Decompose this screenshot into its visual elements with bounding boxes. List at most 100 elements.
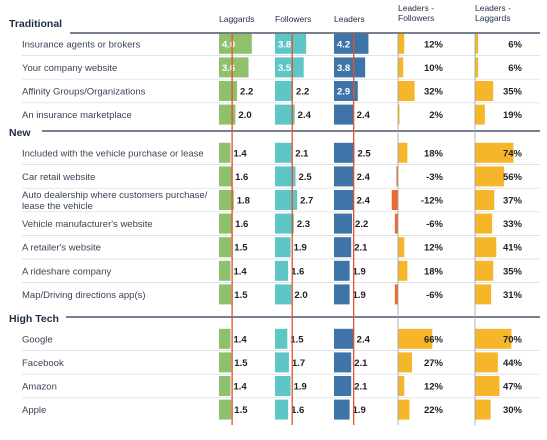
data-label-leaders-laggards: 33% [503, 219, 523, 230]
data-label-leaders: 2.4 [357, 334, 371, 345]
data-label-followers: 1.6 [291, 266, 304, 277]
bar-followers [275, 104, 295, 125]
bar-laggards [219, 104, 236, 125]
data-label-followers: 1.5 [290, 334, 304, 345]
bar-followers [275, 213, 294, 234]
data-label-leaders: 2.1 [354, 243, 368, 254]
bar-leaders [334, 352, 352, 373]
bar-leaders-laggards [475, 260, 494, 281]
data-label-leaders-laggards: 19% [503, 110, 523, 121]
data-label-leaders-followers: 18% [424, 148, 444, 159]
bar-laggards [219, 352, 232, 373]
bar-leaders-laggards [475, 142, 514, 163]
data-label-leaders: 4.2 [337, 39, 350, 50]
bar-leaders [334, 237, 352, 258]
data-label-leaders-laggards: 47% [503, 382, 523, 393]
bar-leaders-followers [398, 33, 405, 54]
data-label-laggards: 1.5 [234, 243, 248, 254]
data-label-leaders-laggards: 70% [503, 334, 523, 345]
data-label-laggards: 1.4 [233, 382, 247, 393]
bar-leaders-followers [398, 399, 410, 420]
data-label-followers: 2.4 [298, 110, 312, 121]
data-label-leaders: 1.9 [353, 290, 366, 301]
column-header-leaders_laggards: Leaders -Laggards [475, 3, 511, 23]
data-label-laggards: 1.4 [233, 334, 247, 345]
bar-leaders-followers [394, 213, 398, 234]
bar-leaders [334, 81, 358, 101]
bar-leaders-followers [398, 376, 405, 396]
bar-leaders [334, 328, 354, 349]
data-label-leaders: 2.1 [354, 358, 368, 369]
row-label: Google [22, 334, 53, 345]
data-label-leaders-laggards: 6% [508, 39, 522, 50]
bar-followers [275, 166, 296, 187]
group-label: Traditional [9, 18, 62, 30]
bar-leaders-followers [396, 166, 398, 187]
data-label-leaders-laggards: 6% [508, 63, 522, 74]
data-label-leaders-followers: -3% [426, 172, 443, 183]
bar-leaders-laggards [475, 33, 479, 54]
bar-followers [275, 190, 298, 210]
data-label-laggards: 1.8 [237, 196, 250, 207]
data-label-laggards: 1.4 [233, 148, 247, 159]
bar-followers [275, 399, 289, 420]
bar-leaders-laggards [475, 213, 493, 234]
data-label-leaders-followers: 10% [424, 63, 444, 74]
bar-followers [275, 352, 289, 373]
data-label-leaders-laggards: 30% [503, 405, 523, 416]
data-label-leaders-followers: 66% [424, 334, 444, 345]
data-label-leaders-followers: -12% [421, 196, 444, 207]
bar-leaders-followers [398, 142, 408, 163]
data-label-followers: 1.9 [294, 382, 307, 393]
bar-leaders [334, 33, 369, 54]
row-label: Included with the vehicle purchase or le… [22, 148, 204, 159]
bar-laggards [219, 57, 249, 78]
data-label-followers: 2.7 [300, 196, 313, 207]
data-label-leaders-laggards: 31% [503, 290, 523, 301]
row-label: Facebook [22, 358, 64, 369]
data-label-leaders-laggards: 74% [503, 148, 523, 159]
data-label-laggards: 1.5 [234, 290, 248, 301]
data-label-followers: 2.0 [294, 290, 307, 301]
row-label: An insurance marketplace [22, 110, 132, 121]
bar-laggards [219, 166, 233, 187]
bar-leaders-laggards [475, 237, 497, 258]
bar-leaders [334, 166, 354, 187]
row-label: Insurance agents or brokers [22, 39, 141, 50]
bar-leaders-laggards [475, 81, 494, 101]
data-label-followers: 3.8 [278, 39, 291, 50]
bar-laggards [219, 213, 233, 234]
bar-leaders-followers [398, 260, 408, 281]
data-label-leaders: 2.4 [357, 172, 371, 183]
data-label-followers: 2.5 [299, 172, 313, 183]
data-label-followers: 2.2 [296, 87, 309, 98]
data-label-followers: 3.5 [278, 63, 292, 74]
bar-leaders [334, 376, 352, 396]
data-label-laggards: 2.2 [240, 87, 253, 98]
bar-followers [275, 376, 291, 396]
bar-leaders [334, 399, 350, 420]
bar-laggards [219, 260, 231, 281]
row-label: Car retail website [22, 172, 95, 183]
bar-laggards [219, 284, 232, 305]
row-label: Vehicle manufacturer's website [22, 219, 153, 230]
data-label-leaders-laggards: 41% [503, 243, 523, 254]
bar-leaders-laggards [475, 399, 491, 420]
data-label-leaders: 2.2 [355, 219, 368, 230]
bar-laggards [219, 81, 238, 101]
data-label-followers: 1.9 [294, 243, 307, 254]
bar-leaders-laggards [475, 166, 505, 187]
bar-leaders-followers [391, 190, 398, 210]
data-label-followers: 1.6 [291, 405, 304, 416]
data-label-leaders-followers: 18% [424, 266, 444, 277]
bar-leaders-laggards [475, 328, 512, 349]
data-label-followers: 2.1 [295, 148, 309, 159]
data-label-leaders-followers: 12% [424, 243, 444, 254]
data-label-leaders: 2.5 [358, 148, 372, 159]
bar-leaders-followers [398, 352, 413, 373]
data-label-laggards: 4.0 [222, 39, 235, 50]
bar-leaders-followers [394, 284, 398, 305]
data-label-leaders: 1.9 [353, 266, 366, 277]
row-label: Map/Driving directions app(s) [22, 290, 146, 301]
